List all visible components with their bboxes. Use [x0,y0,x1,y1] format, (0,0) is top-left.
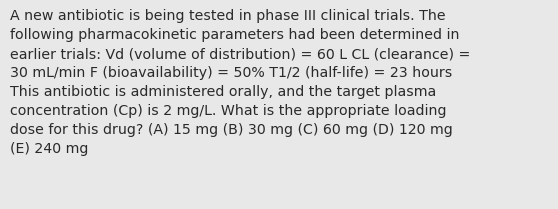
Text: A new antibiotic is being tested in phase III clinical trials. The
following pha: A new antibiotic is being tested in phas… [10,9,470,156]
